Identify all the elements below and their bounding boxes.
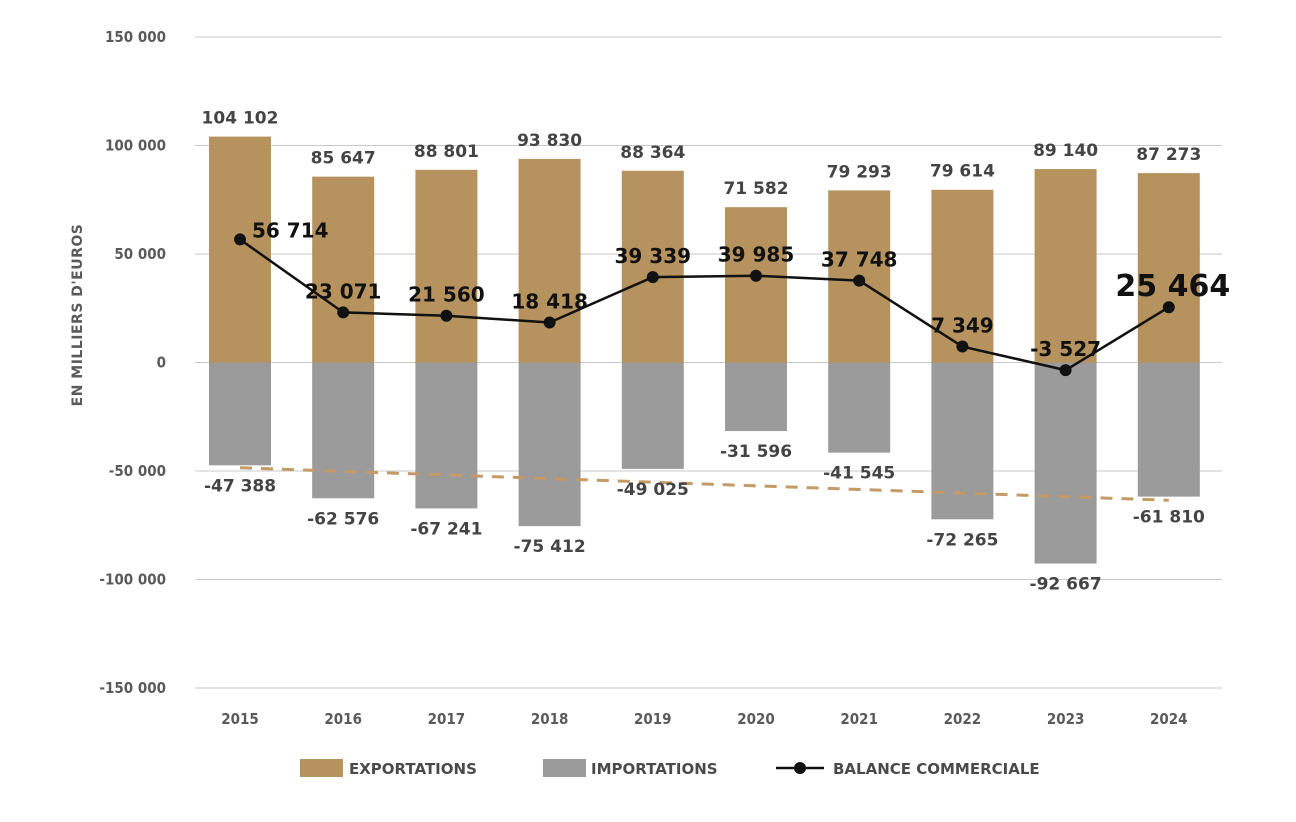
export-value-label: 87 273 <box>1136 145 1201 165</box>
balance-value-label: 39 339 <box>615 244 692 268</box>
legend-swatch-marker <box>794 762 806 774</box>
export-value-label: 88 801 <box>414 142 479 162</box>
export-value-label: 89 140 <box>1033 141 1098 161</box>
x-tick-label: 2023 <box>1047 710 1085 728</box>
balance-point <box>543 316 556 329</box>
balance-polyline <box>239 238 1170 372</box>
x-tick-label: 2019 <box>634 710 672 728</box>
import-bar <box>415 362 478 509</box>
x-tick-label: 2017 <box>428 710 466 728</box>
export-value-label: 93 830 <box>517 131 582 151</box>
bars <box>209 136 1200 564</box>
balance-point <box>750 269 762 282</box>
balance-value-label: -3 527 <box>1030 337 1101 361</box>
x-tick-label: 2020 <box>737 710 775 728</box>
x-axis-ticks: 2015 2016 2017 2018 2019 2020 2021 2022 2023 2024 <box>221 710 1187 728</box>
balance-point <box>440 309 453 322</box>
y-tick-label: 150 000 <box>105 28 166 46</box>
legend-label: EXPORTATIONS <box>349 760 477 778</box>
data-labels: 104 102 -47 388 85 647 -62 576 88 801 -67 241… <box>202 109 1231 595</box>
trendline <box>239 466 1169 502</box>
export-value-label: 71 582 <box>723 179 788 199</box>
import-value-label: -67 241 <box>410 519 482 539</box>
y-axis-ticks: 150 000 100 000 50 000 0 -50 000 -100 000 -150… <box>99 28 166 697</box>
import-bar <box>1034 362 1097 564</box>
y-axis-label: EN MILLIERS D'EUROS <box>70 224 86 407</box>
legend-label: IMPORTATIONS <box>591 760 718 778</box>
export-value-label: 104 102 <box>202 109 279 129</box>
x-tick-label: 2024 <box>1150 710 1188 728</box>
import-value-label: -47 388 <box>204 476 276 496</box>
y-tick-label: 100 000 <box>105 137 166 155</box>
y-tick-label: -100 000 <box>99 571 166 589</box>
balance-value-label: 39 985 <box>718 243 795 267</box>
x-tick-label: 2021 <box>840 710 878 728</box>
export-value-label: 85 647 <box>311 149 376 169</box>
y-tick-label: 50 000 <box>114 245 166 263</box>
balance-point <box>1162 301 1175 314</box>
import-value-label: -61 810 <box>1133 508 1205 528</box>
import-value-label: -62 576 <box>307 509 379 529</box>
balance-point <box>234 233 246 246</box>
export-bar <box>621 170 684 363</box>
import-bar <box>828 362 891 453</box>
legend-swatch <box>300 759 343 777</box>
import-value-label: -75 412 <box>514 537 586 557</box>
import-value-label: -49 025 <box>617 480 689 500</box>
import-bar <box>621 362 684 469</box>
import-value-label: -92 667 <box>1030 575 1102 595</box>
export-value-label: 79 293 <box>827 162 892 182</box>
balance-point <box>956 340 969 353</box>
x-tick-label: 2018 <box>531 710 569 728</box>
legend: EXPORTATIONS IMPORTATIONS BALANCE COMMERCI… <box>300 759 1040 778</box>
y-tick-label: -150 000 <box>99 679 166 697</box>
import-bar <box>725 362 787 432</box>
balance-point <box>853 274 866 287</box>
y-tick-label: 0 <box>157 354 166 372</box>
balance-value-label: 23 071 <box>305 279 382 303</box>
legend-label: BALANCE COMMERCIALE <box>833 760 1040 778</box>
export-bar <box>1137 173 1200 363</box>
balance-value-label: 7 349 <box>931 314 994 338</box>
import-bar <box>931 362 994 520</box>
export-bar <box>312 176 375 363</box>
export-bar <box>518 158 581 363</box>
balance-value-label: 25 464 <box>1115 269 1230 304</box>
balance-value-label: 21 560 <box>408 283 485 307</box>
legend-swatch <box>543 759 586 777</box>
balance-value-label: 18 418 <box>511 290 588 314</box>
import-bar <box>518 362 581 527</box>
export-bar <box>415 169 478 363</box>
balance-value-label: 56 714 <box>252 218 329 242</box>
x-tick-label: 2022 <box>944 710 982 728</box>
y-tick-label: -50 000 <box>109 462 166 480</box>
import-bar <box>209 362 271 466</box>
balance-point <box>1059 364 1072 377</box>
balance-value-label: 37 748 <box>821 248 898 272</box>
export-bar <box>1034 169 1097 363</box>
balance-point <box>337 306 350 319</box>
import-bar <box>1137 362 1200 497</box>
export-bar <box>725 207 787 363</box>
x-tick-label: 2015 <box>221 710 259 728</box>
import-value-label: -31 596 <box>720 442 792 462</box>
export-value-label: 88 364 <box>620 143 685 163</box>
import-trendline <box>239 466 1169 502</box>
balance-line <box>234 233 1175 377</box>
import-value-label: -41 545 <box>823 464 895 484</box>
export-value-label: 79 614 <box>930 162 995 182</box>
export-bar <box>209 136 271 363</box>
import-value-label: -72 265 <box>926 530 998 550</box>
x-tick-label: 2016 <box>324 710 362 728</box>
import-bar <box>312 362 375 499</box>
balance-point <box>646 271 659 284</box>
